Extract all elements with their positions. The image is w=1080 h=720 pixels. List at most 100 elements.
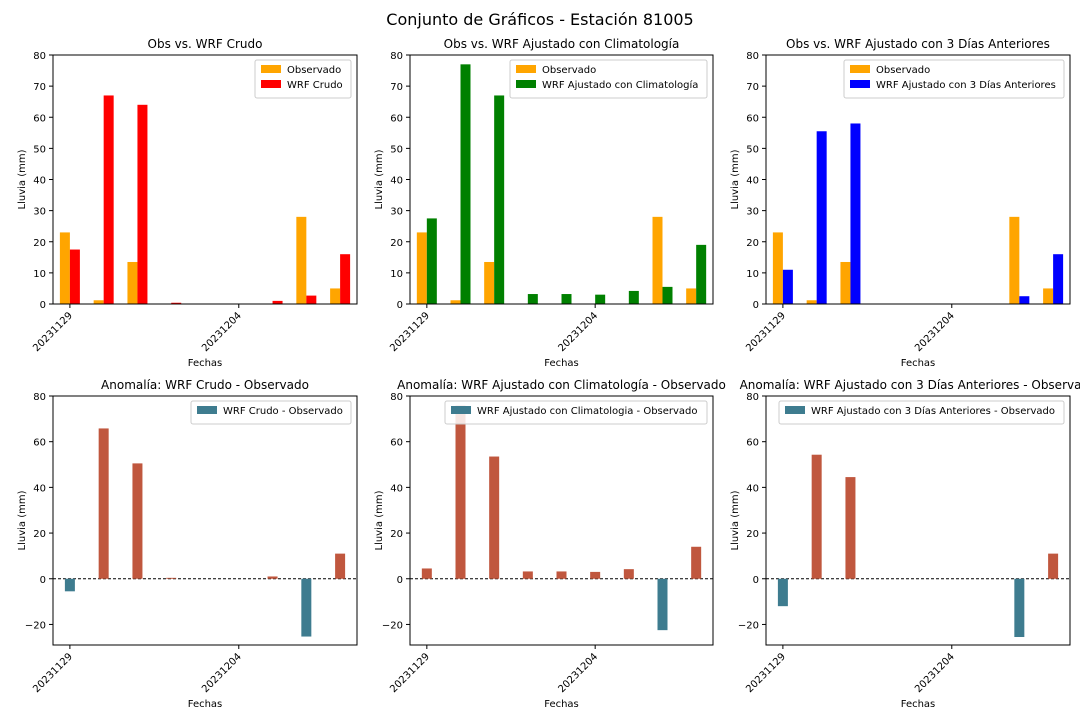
bar <box>272 300 283 304</box>
bar <box>421 568 432 579</box>
y-tick-label: 10 <box>390 269 403 280</box>
legend-box <box>778 400 1065 425</box>
bar <box>1014 578 1025 638</box>
bar <box>845 477 856 579</box>
bar <box>623 569 634 579</box>
bar <box>777 578 788 607</box>
bar <box>335 553 346 579</box>
y-tick-label: 30 <box>33 207 46 218</box>
bar <box>137 104 148 304</box>
bar <box>98 428 109 579</box>
x-tick-label: 20231129 <box>388 651 432 695</box>
legend-label: WRF Crudo - Observado <box>223 406 343 417</box>
legend-box <box>444 400 708 425</box>
legend-label: Observado <box>542 65 596 76</box>
y-tick-label: 40 <box>33 176 46 187</box>
legend-label: WRF Ajustado con 3 Días Anteriores - Obs… <box>811 405 1055 417</box>
bar <box>69 249 80 304</box>
y-tick-label: 40 <box>746 176 759 187</box>
x-tick-label: 20231204 <box>557 651 601 695</box>
bar <box>59 232 70 304</box>
y-tick-label: 30 <box>390 207 403 218</box>
bar <box>686 288 697 304</box>
x-tick-label: 20231204 <box>913 310 957 354</box>
bar <box>296 216 307 304</box>
bar <box>1019 296 1030 304</box>
y-tick-label: 20 <box>746 529 759 540</box>
legend-label: Observado <box>876 65 930 76</box>
y-tick-label: −20 <box>25 620 46 631</box>
bar <box>691 546 702 579</box>
y-tick-label: 0 <box>753 300 759 311</box>
y-axis-label: Lluvia (mm) <box>374 490 385 550</box>
subplot-title: Obs vs. WRF Ajustado con Climatología <box>444 37 680 51</box>
y-axis-label: Lluvia (mm) <box>17 490 28 550</box>
bar <box>1009 216 1020 304</box>
y-tick-label: 50 <box>746 144 759 155</box>
y-tick-label: 70 <box>33 82 46 93</box>
subplot-title: Obs vs. WRF Crudo <box>148 37 263 51</box>
legend-label: WRF Ajustado con Climatologia - Observad… <box>477 406 698 417</box>
y-tick-label: 80 <box>33 51 46 62</box>
y-tick-label: 60 <box>390 438 403 449</box>
bar <box>489 456 500 579</box>
bar <box>416 232 427 304</box>
y-tick-label: 70 <box>390 82 403 93</box>
bar <box>696 244 707 304</box>
bar <box>330 288 341 304</box>
x-tick-label: 20231204 <box>200 310 244 354</box>
legend-box <box>190 400 352 425</box>
y-tick-label: 40 <box>746 483 759 494</box>
bar <box>1053 254 1064 304</box>
bar <box>132 463 143 579</box>
legend-swatch <box>261 65 281 73</box>
bar <box>595 294 606 304</box>
x-axis-label: Fechas <box>188 358 223 369</box>
y-tick-label: 50 <box>33 144 46 155</box>
bar <box>811 454 822 579</box>
bar <box>340 254 351 304</box>
y-tick-label: 0 <box>40 575 46 586</box>
bar <box>527 294 538 304</box>
legend-swatch <box>197 406 217 414</box>
x-axis-label: Fechas <box>544 358 579 369</box>
y-tick-label: 20 <box>33 238 46 249</box>
x-axis-label: Fechas <box>188 699 223 710</box>
legend-label: WRF Ajustado con 3 Días Anteriores <box>876 79 1056 91</box>
y-tick-label: 60 <box>33 113 46 124</box>
bar <box>460 64 471 305</box>
bar <box>556 571 567 579</box>
bar <box>628 290 639 304</box>
subplot-title: Obs vs. WRF Ajustado con 3 Días Anterior… <box>786 37 1050 51</box>
subplot-title: Anomalía: WRF Ajustado con Climatología … <box>397 378 726 392</box>
y-tick-label: 60 <box>746 113 759 124</box>
y-tick-label: 60 <box>390 113 403 124</box>
bar <box>652 216 663 304</box>
y-tick-label: 0 <box>397 300 403 311</box>
legend-swatch <box>785 406 805 414</box>
x-tick-label: 20231129 <box>744 651 788 695</box>
x-tick-label: 20231129 <box>388 310 432 354</box>
bar <box>806 300 817 304</box>
legend-swatch <box>850 80 870 88</box>
bar <box>267 576 278 579</box>
figure-title: Conjunto de Gráficos - Estación 81005 <box>386 10 694 29</box>
x-axis-label: Fechas <box>544 699 579 710</box>
y-tick-label: 60 <box>33 438 46 449</box>
legend-swatch <box>516 80 536 88</box>
legend-swatch <box>261 80 281 88</box>
plot-frame <box>52 395 358 646</box>
y-tick-label: 80 <box>390 51 403 62</box>
legend-label: WRF Crudo <box>287 80 343 91</box>
bar <box>657 578 668 631</box>
bar <box>171 302 182 304</box>
y-tick-label: 40 <box>390 483 403 494</box>
y-tick-label: 80 <box>746 51 759 62</box>
y-tick-label: 10 <box>33 269 46 280</box>
y-tick-label: 80 <box>390 392 403 403</box>
legend-box <box>843 59 1065 99</box>
legend-swatch <box>451 406 471 414</box>
bar <box>816 131 827 304</box>
x-tick-label: 20231129 <box>31 310 75 354</box>
bar <box>306 295 317 304</box>
